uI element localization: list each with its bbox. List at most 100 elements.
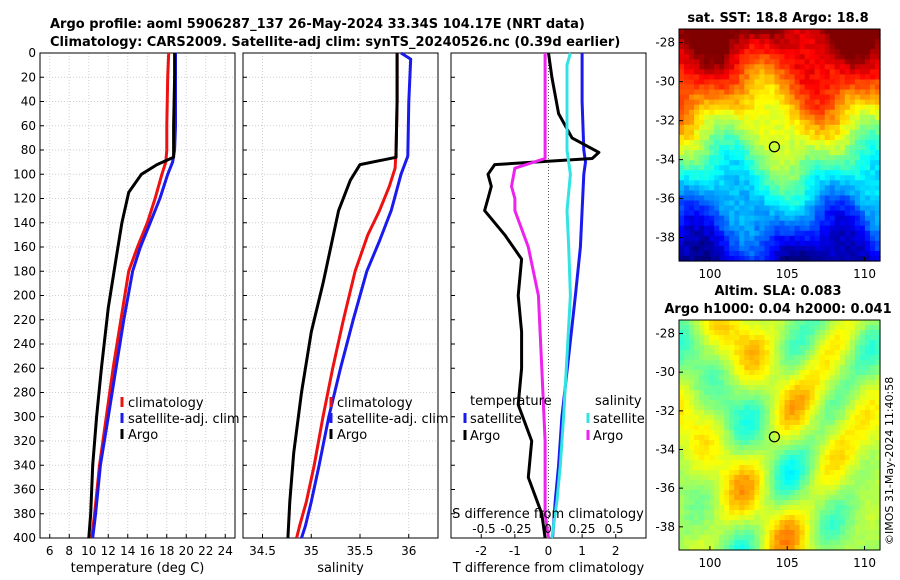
map-cell bbox=[789, 365, 796, 371]
map-cell bbox=[749, 134, 755, 141]
map-cell bbox=[699, 150, 705, 156]
map-cell bbox=[769, 180, 776, 186]
map-cell bbox=[729, 445, 735, 451]
map-cell bbox=[689, 34, 695, 40]
map-cell bbox=[714, 205, 720, 212]
map-cell bbox=[844, 170, 851, 176]
map-cell bbox=[869, 74, 876, 81]
map-cell bbox=[714, 250, 720, 257]
map-cell bbox=[854, 220, 861, 227]
map-cell bbox=[864, 190, 871, 197]
map-cell bbox=[774, 200, 781, 207]
map-cell bbox=[774, 185, 781, 191]
map-cell bbox=[739, 54, 745, 60]
map-cell bbox=[679, 390, 685, 396]
map-cell bbox=[769, 345, 776, 351]
map-cell bbox=[824, 49, 831, 55]
map-cell bbox=[724, 375, 730, 381]
map-cell bbox=[764, 29, 771, 35]
map-cell bbox=[799, 470, 806, 476]
map-cell bbox=[854, 420, 861, 426]
map-cell bbox=[739, 430, 745, 436]
map-cell bbox=[804, 64, 811, 70]
map-cell bbox=[834, 155, 841, 161]
map-cell bbox=[864, 59, 871, 65]
map-cell bbox=[839, 79, 846, 86]
map-cell bbox=[839, 515, 846, 521]
legend-entry: Argo bbox=[337, 428, 367, 443]
map-cell bbox=[679, 395, 685, 401]
map-cell bbox=[874, 99, 881, 106]
map-cell bbox=[849, 230, 856, 237]
map-cell bbox=[684, 370, 690, 376]
map-cell bbox=[744, 405, 750, 411]
map-cell bbox=[814, 385, 821, 391]
map-cell bbox=[719, 190, 725, 197]
map-cell bbox=[709, 119, 715, 126]
map-cell bbox=[699, 480, 705, 486]
map-cell bbox=[699, 200, 705, 207]
map-cell bbox=[824, 225, 831, 232]
map-cell bbox=[789, 150, 796, 156]
map-cell bbox=[829, 245, 836, 252]
map-cell bbox=[749, 505, 755, 511]
map-cell bbox=[864, 485, 871, 491]
map-cell bbox=[719, 490, 725, 496]
map-cell bbox=[809, 195, 816, 202]
map-cell bbox=[719, 145, 725, 151]
map-cell bbox=[809, 330, 816, 336]
map-cell bbox=[844, 235, 851, 242]
map-cell bbox=[749, 145, 755, 151]
map-cell bbox=[679, 134, 685, 141]
map-cell bbox=[869, 124, 876, 131]
map-cell bbox=[719, 49, 725, 55]
map-cell bbox=[679, 79, 685, 86]
map-cell bbox=[689, 435, 695, 441]
map-cell bbox=[729, 455, 735, 461]
map-cell bbox=[804, 510, 811, 516]
map-cell bbox=[784, 370, 791, 376]
map-cell bbox=[734, 525, 740, 531]
map-cell bbox=[829, 54, 836, 60]
map-cell bbox=[774, 540, 781, 546]
map-cell bbox=[874, 79, 881, 86]
map-cell bbox=[839, 220, 846, 227]
map-cell bbox=[734, 255, 740, 262]
map-cell bbox=[719, 425, 725, 431]
map-cell bbox=[724, 480, 730, 486]
y-tick-label: 100 bbox=[13, 167, 36, 181]
map-cell bbox=[754, 330, 761, 336]
map-cell bbox=[739, 119, 745, 126]
map-cell bbox=[799, 355, 806, 361]
map-cell bbox=[824, 405, 831, 411]
map-cell bbox=[829, 455, 836, 461]
map-cell bbox=[804, 335, 811, 341]
map-cell bbox=[849, 220, 856, 227]
map-cell bbox=[804, 94, 811, 101]
map-cell bbox=[854, 29, 861, 35]
map-cell bbox=[759, 510, 766, 516]
map-cell bbox=[714, 545, 720, 551]
map-cell bbox=[744, 500, 750, 506]
map-cell bbox=[804, 245, 811, 252]
map-cell bbox=[749, 235, 755, 242]
map-cell bbox=[744, 505, 750, 511]
map-cell bbox=[724, 205, 730, 212]
map-cell bbox=[759, 455, 766, 461]
map-cell bbox=[764, 220, 771, 227]
map-cell bbox=[714, 64, 720, 70]
map-cell bbox=[724, 340, 730, 346]
map-cell bbox=[734, 165, 740, 171]
map-cell bbox=[874, 205, 881, 212]
map-cell bbox=[824, 365, 831, 371]
map-cell bbox=[699, 415, 705, 421]
map-cell bbox=[744, 470, 750, 476]
map-cell bbox=[744, 195, 750, 202]
map-cell bbox=[869, 54, 876, 60]
map-cell bbox=[759, 395, 766, 401]
map-cell bbox=[789, 435, 796, 441]
map-cell bbox=[854, 510, 861, 516]
map-cell bbox=[834, 450, 841, 456]
map-cell bbox=[679, 510, 685, 516]
map-cell bbox=[744, 425, 750, 431]
